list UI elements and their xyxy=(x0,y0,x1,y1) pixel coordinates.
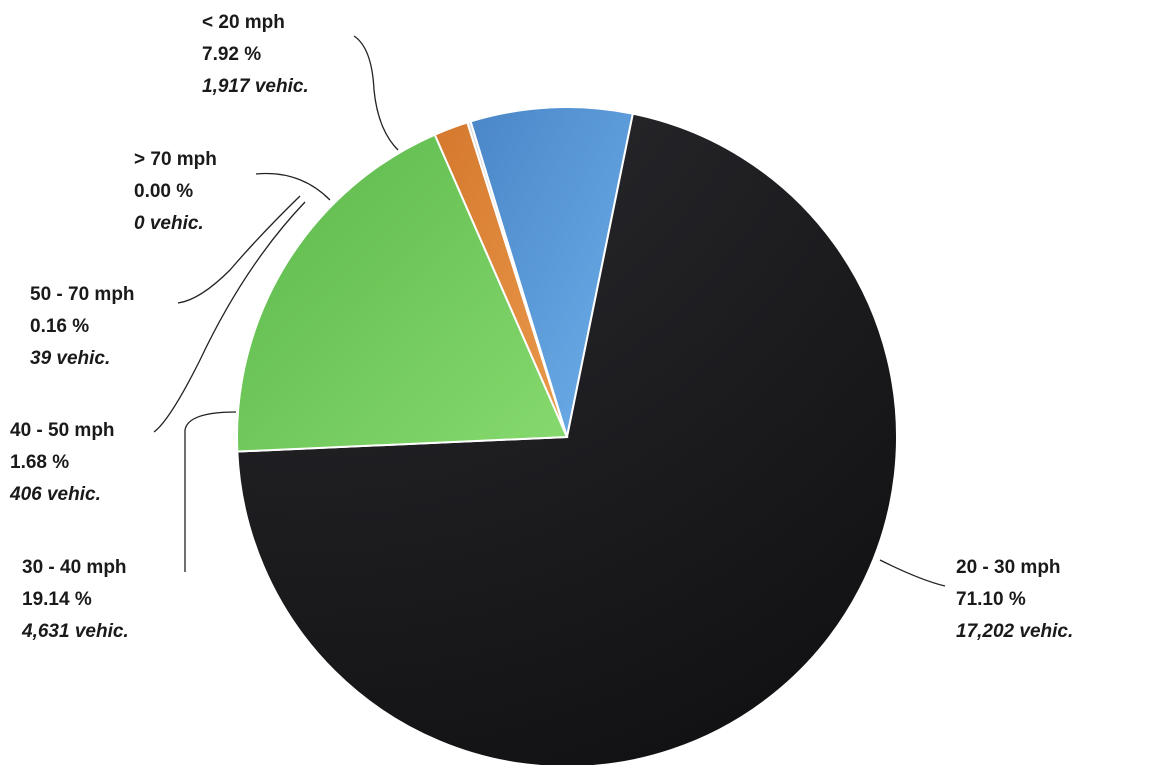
leader-lines xyxy=(153,35,946,587)
slice-count-label: 17,202 vehic. xyxy=(956,621,1073,642)
slice-category-label: < 20 mph xyxy=(202,12,285,33)
slice-category-label: 40 - 50 mph xyxy=(10,420,115,441)
pie-slices xyxy=(236,106,898,765)
slice-percent-label: 1.68 % xyxy=(10,452,69,473)
slice-labels: < 20 mph 7.92 % 1,917 vehic. 20 - 30 mph 71.… xyxy=(9,12,1073,642)
slice-percent-label: 71.10 % xyxy=(956,589,1026,610)
leader-line xyxy=(153,201,306,433)
slice-count-label: 0 vehic. xyxy=(134,213,204,234)
slice-percent-label: 0.00 % xyxy=(134,181,193,202)
slice-count-label: 406 vehic. xyxy=(9,484,101,505)
slice-label: 40 - 50 mph 1.68 % 406 vehic. xyxy=(9,420,115,505)
pie-slice xyxy=(236,112,898,765)
pie-slice xyxy=(469,106,635,438)
leader-line xyxy=(255,172,331,201)
slice-label: > 70 mph 0.00 % 0 vehic. xyxy=(134,149,217,234)
slice-count-label: 1,917 vehic. xyxy=(202,76,309,97)
slice-percent-label: 19.14 % xyxy=(22,589,92,610)
slice-category-label: 50 - 70 mph xyxy=(30,284,135,305)
leader-line xyxy=(177,195,301,304)
pie-slice xyxy=(466,120,568,438)
pie-slice xyxy=(236,133,569,453)
slice-label: 30 - 40 mph 19.14 % 4,631 vehic. xyxy=(21,557,129,642)
slice-percent-label: 0.16 % xyxy=(30,316,89,337)
slice-count-label: 4,631 vehic. xyxy=(21,621,129,642)
slice-category-label: 20 - 30 mph xyxy=(956,557,1061,578)
slice-category-label: 30 - 40 mph xyxy=(22,557,127,578)
slice-label: < 20 mph 7.92 % 1,917 vehic. xyxy=(202,12,309,97)
leader-line xyxy=(353,35,399,151)
slice-count-label: 39 vehic. xyxy=(30,348,110,369)
slice-category-label: > 70 mph xyxy=(134,149,217,170)
slice-label: 50 - 70 mph 0.16 % 39 vehic. xyxy=(30,284,135,369)
leader-line xyxy=(879,559,946,587)
leader-line xyxy=(184,411,237,572)
slice-percent-label: 7.92 % xyxy=(202,44,261,65)
slice-label: 20 - 30 mph 71.10 % 17,202 vehic. xyxy=(956,557,1073,642)
